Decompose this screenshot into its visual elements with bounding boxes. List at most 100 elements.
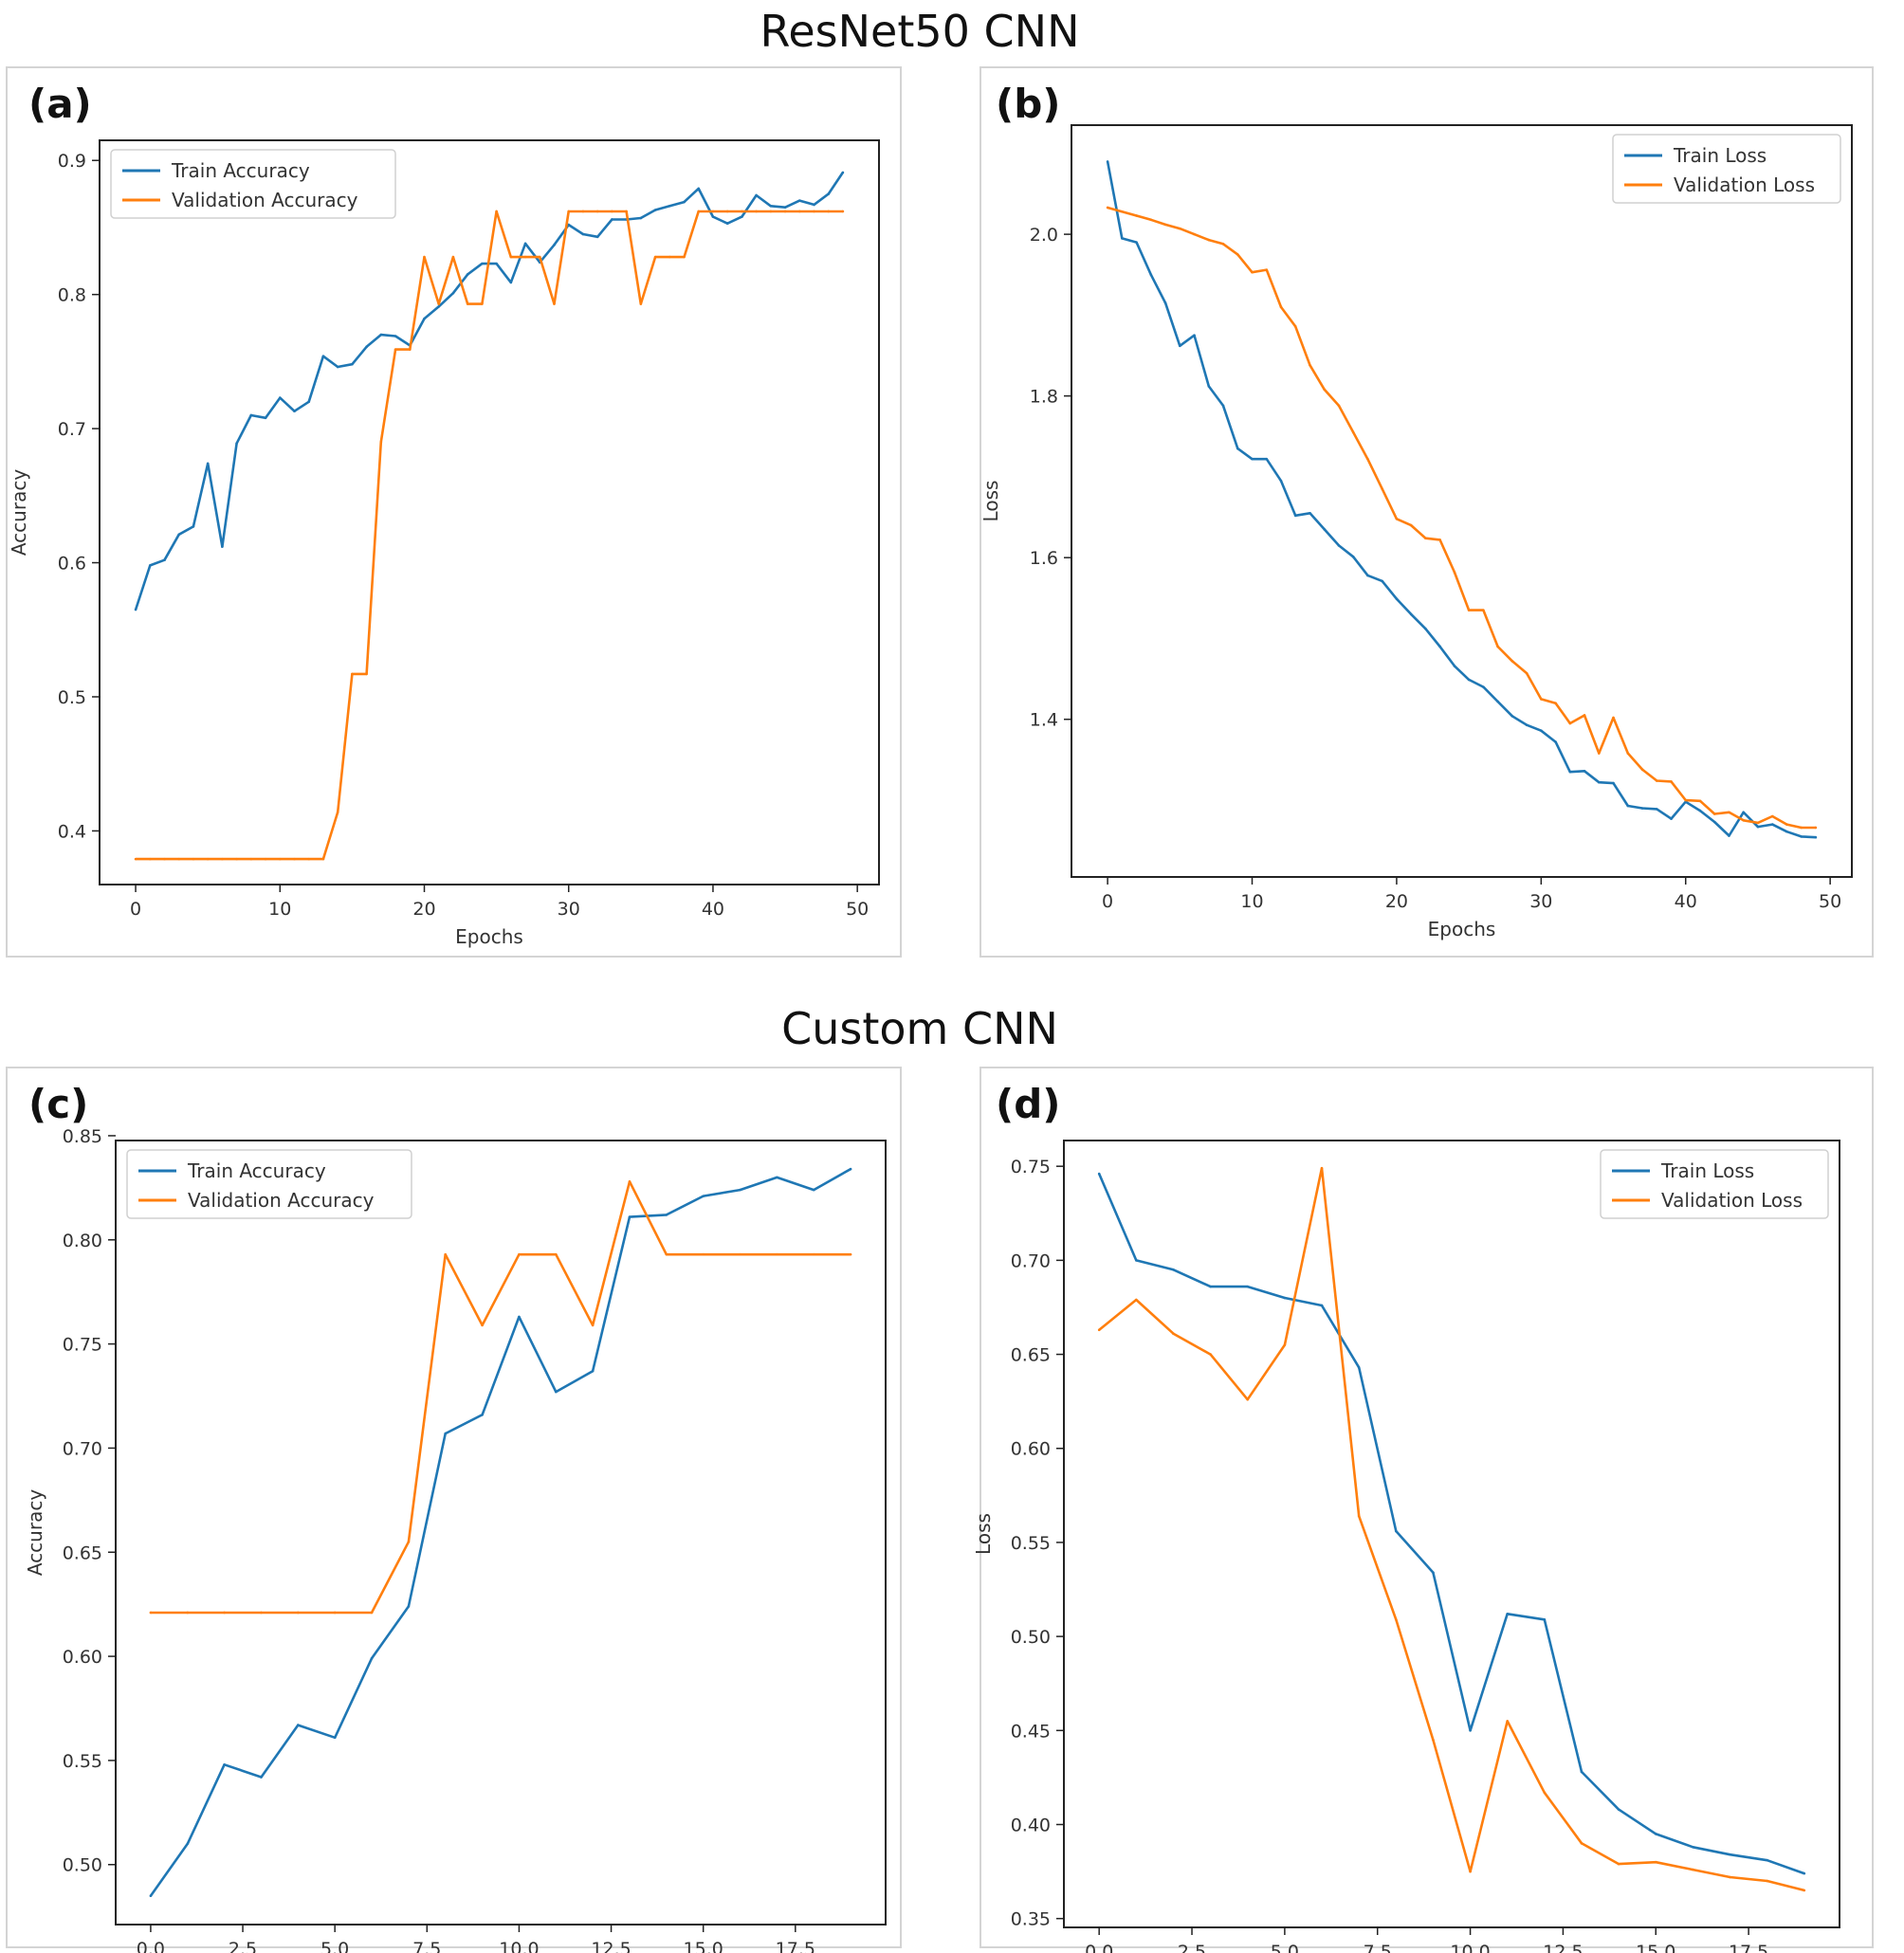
x-axis-label: Epochs — [1428, 918, 1496, 940]
data-point — [509, 255, 513, 259]
data-point — [1583, 769, 1586, 773]
data-point — [370, 1656, 374, 1660]
data-point — [1337, 544, 1341, 547]
data-point — [134, 608, 137, 611]
data-point — [591, 1323, 595, 1327]
data-point — [1395, 517, 1399, 520]
panel-label-d: (d) — [996, 1081, 1061, 1127]
legend-label: Train Loss — [1660, 1159, 1754, 1182]
legend-label: Validation Accuracy — [188, 1189, 375, 1212]
data-point — [423, 255, 426, 259]
data-point — [149, 1611, 153, 1615]
data-point — [783, 210, 787, 213]
data-point — [1712, 820, 1716, 824]
data-point — [1617, 1808, 1620, 1811]
data-point — [1172, 1268, 1175, 1271]
data-point — [1583, 714, 1586, 717]
data-point — [192, 525, 195, 528]
legend: Train Accuracy Validation Accuracy — [110, 149, 396, 219]
data-point — [1655, 808, 1658, 811]
data-point — [235, 442, 238, 445]
data-point — [1149, 218, 1153, 222]
data-point — [186, 1842, 190, 1846]
data-point — [1221, 243, 1225, 246]
data-point — [1172, 1332, 1175, 1336]
data-point — [1193, 232, 1196, 236]
y-tick-label: 0.60 — [1011, 1439, 1051, 1460]
data-point — [1766, 1879, 1768, 1883]
data-point — [1163, 223, 1167, 227]
data-point — [437, 305, 441, 308]
data-point — [813, 203, 815, 207]
data-point — [365, 345, 368, 349]
data-point — [683, 255, 686, 259]
chart-d: 0.0 2.5 5.0 7.5 10.0 12.5 15.0 17.5 0.35 0.40 0.45… — [972, 1140, 1840, 1953]
data-point — [595, 210, 599, 213]
data-point — [1540, 729, 1543, 732]
data-point — [518, 1252, 521, 1256]
x-tick-label: 10 — [1240, 891, 1263, 912]
legend-label: Train Accuracy — [187, 1159, 326, 1182]
y-tick-label: 0.65 — [63, 1542, 102, 1563]
y-tick-label: 0.50 — [63, 1855, 102, 1876]
data-point — [812, 1252, 815, 1256]
data-point — [1756, 821, 1760, 825]
data-point — [1742, 819, 1745, 822]
data-point — [1770, 823, 1774, 826]
data-point — [1540, 698, 1543, 701]
y-tick-label: 0.55 — [63, 1751, 102, 1772]
data-point — [567, 210, 571, 213]
data-point — [333, 1611, 337, 1615]
x-tick-label: 30 — [558, 899, 580, 920]
data-point — [553, 302, 556, 305]
data-point — [1221, 404, 1225, 408]
legend-box — [110, 149, 396, 219]
data-point — [379, 333, 383, 337]
y-tick-label: 0.55 — [1011, 1533, 1051, 1554]
data-point — [1193, 334, 1196, 337]
data-point — [1179, 227, 1181, 230]
data-point — [841, 171, 845, 174]
data-point — [1179, 344, 1181, 348]
data-point — [554, 1252, 558, 1256]
data-point — [351, 362, 354, 366]
data-point — [1814, 835, 1818, 839]
data-point — [1283, 1343, 1287, 1346]
data-point — [518, 1315, 521, 1319]
x-tick-label: 50 — [846, 899, 869, 920]
data-point — [1640, 807, 1644, 810]
data-point — [437, 302, 441, 305]
data-point — [1432, 1738, 1435, 1742]
data-point — [668, 255, 671, 259]
data-point — [1357, 1514, 1361, 1518]
data-point — [1357, 1366, 1361, 1369]
data-point — [1654, 1833, 1657, 1835]
legend-label: Validation Accuracy — [172, 189, 358, 211]
data-point — [1803, 1889, 1806, 1892]
data-point — [1617, 1862, 1620, 1866]
data-point — [683, 200, 686, 204]
data-point — [665, 1252, 668, 1256]
data-point — [1251, 270, 1254, 274]
data-point — [1149, 273, 1153, 277]
data-point — [307, 400, 311, 404]
data-point — [1469, 1870, 1472, 1873]
data-point — [1320, 1304, 1324, 1307]
data-point — [1670, 817, 1673, 820]
data-point — [1698, 809, 1702, 812]
data-point — [1135, 1259, 1138, 1262]
data-point — [1453, 571, 1456, 574]
data-point — [1246, 1397, 1250, 1401]
data-point — [841, 210, 845, 213]
data-point — [1510, 715, 1514, 718]
data-point — [1510, 660, 1514, 663]
data-point — [639, 302, 643, 305]
data-point — [1482, 609, 1485, 611]
data-point — [1394, 1617, 1398, 1621]
data-point — [538, 255, 541, 259]
data-point — [1135, 1298, 1138, 1302]
legend-label: Validation Loss — [1661, 1189, 1803, 1212]
data-point — [628, 1215, 632, 1218]
data-point — [1207, 385, 1211, 388]
series-line-train — [1106, 161, 1816, 839]
